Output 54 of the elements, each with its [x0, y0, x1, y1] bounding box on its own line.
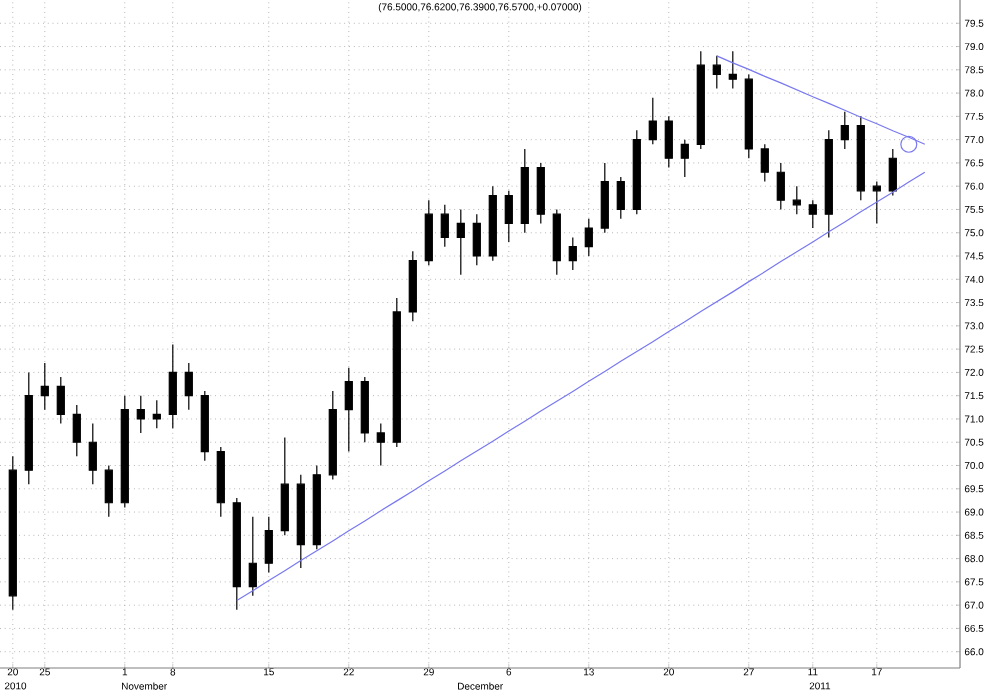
candlestick: [104, 464, 113, 518]
candlestick: [280, 436, 289, 536]
candlestick: [328, 390, 337, 481]
candlestick: [8, 455, 17, 611]
candlestick: [840, 111, 849, 150]
candlestick: [552, 208, 561, 276]
candlestick: [40, 362, 49, 411]
candlestick: [680, 139, 689, 178]
candlestick: [392, 297, 401, 448]
candlestick: [632, 129, 641, 215]
candlestick: [424, 199, 433, 266]
candlestick: [648, 97, 657, 145]
candlestick: [408, 250, 417, 322]
candlestick: [760, 143, 769, 183]
candlestick: [344, 367, 353, 453]
candlestick: [744, 73, 753, 159]
candlestick: [152, 399, 161, 429]
candlestick: [728, 50, 737, 90]
candlestick: [24, 371, 33, 485]
candlestick: [120, 395, 129, 508]
candlestick: [72, 404, 81, 457]
candlestick: [440, 204, 449, 248]
candlestick: [232, 497, 241, 611]
candlestick: [216, 446, 225, 518]
candlestick: [568, 236, 577, 271]
candlestick: [664, 115, 673, 169]
candlestick: [776, 162, 785, 211]
candlestick: [616, 176, 625, 220]
candlestick: [88, 423, 97, 485]
candlestick: [808, 199, 817, 229]
candlestick: [584, 218, 593, 257]
candlestick: [376, 423, 385, 467]
candlestick: [312, 464, 321, 550]
candlestick: [712, 55, 721, 90]
candlestick: [520, 148, 529, 234]
candlestick: [696, 50, 705, 150]
candlestick: [360, 376, 369, 443]
candlestick: [488, 185, 497, 262]
candlestick: [296, 474, 305, 569]
candlestick: [264, 516, 273, 574]
candlestick: [536, 162, 545, 225]
candlestick: [600, 162, 609, 234]
candlestick: [248, 516, 257, 597]
candlestick: [200, 390, 209, 462]
candlestick: [456, 208, 465, 276]
candlestick: [504, 190, 513, 243]
candlestick: [168, 343, 177, 429]
candlestick: [824, 129, 833, 238]
candlestick: [56, 376, 65, 425]
candlestick: [888, 148, 897, 197]
candlestick: [856, 115, 865, 201]
candlestick: [184, 362, 193, 411]
candlestick: [472, 213, 481, 266]
candlestick: [136, 395, 145, 434]
